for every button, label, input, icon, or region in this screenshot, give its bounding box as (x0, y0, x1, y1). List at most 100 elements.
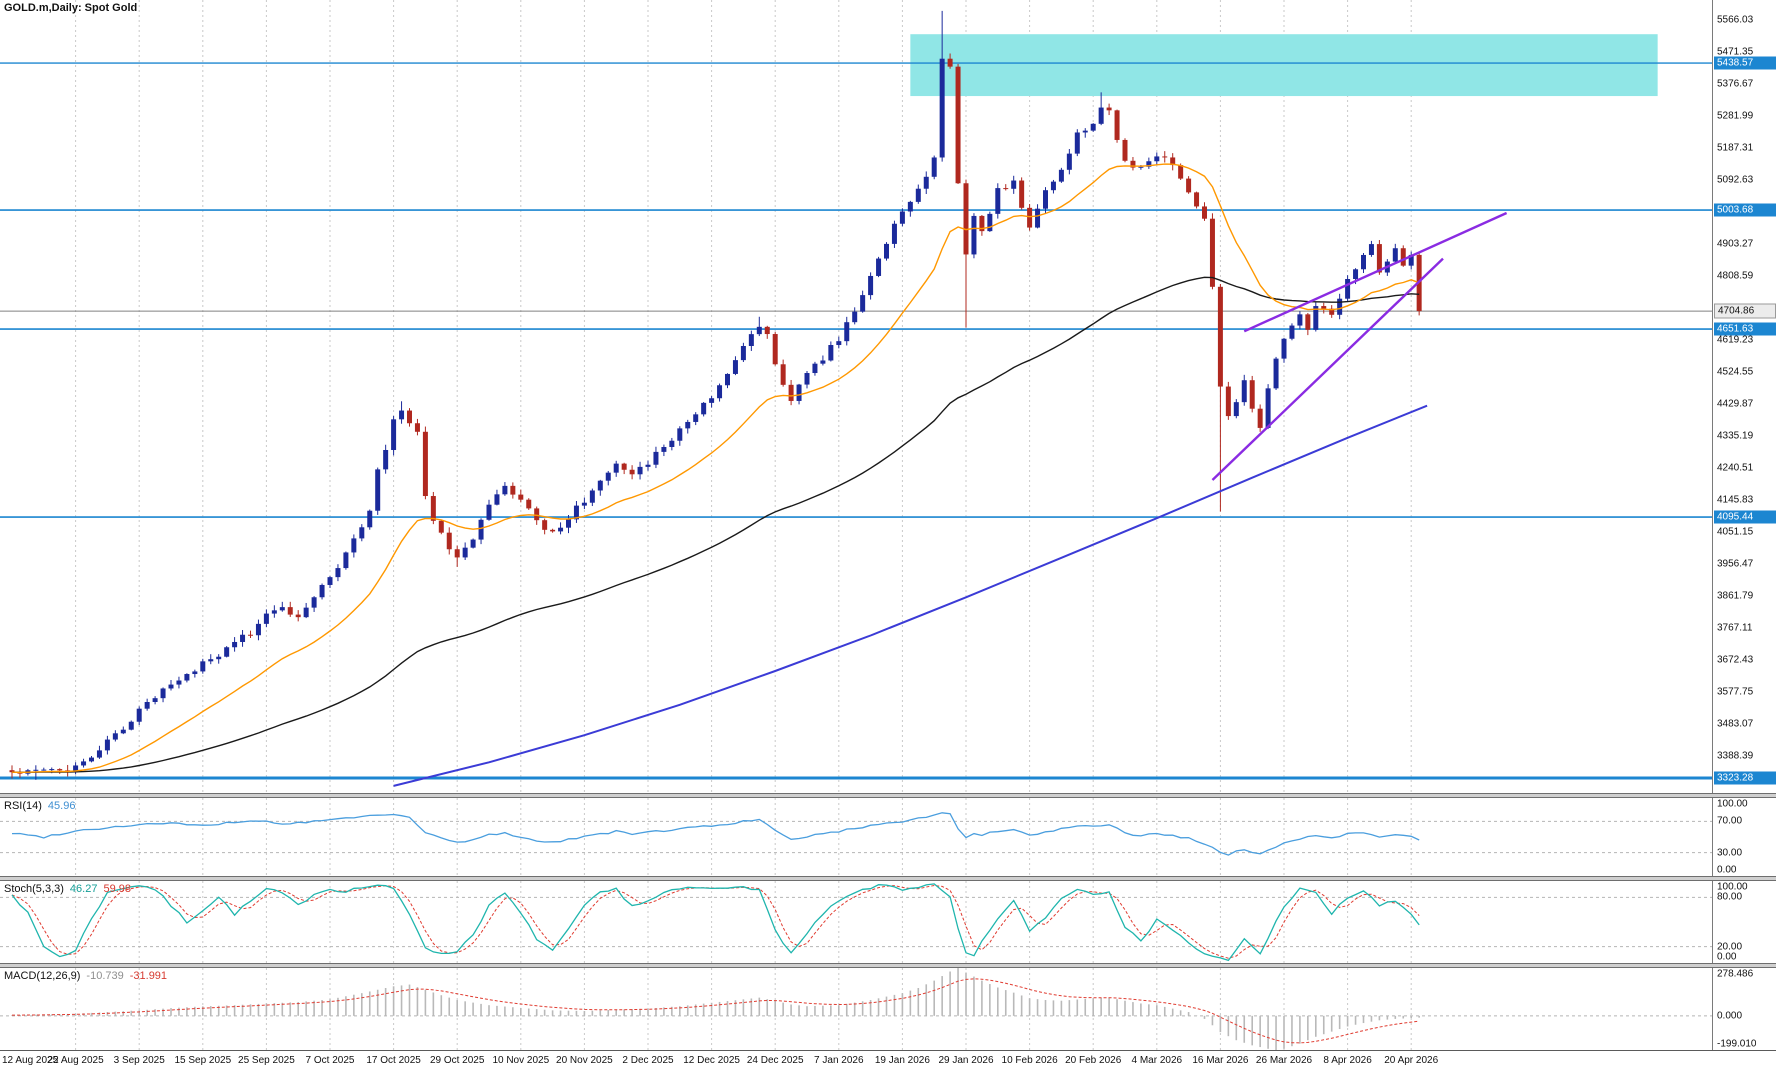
stochastic-signal-value: 59.98 (103, 883, 131, 895)
rsi-canvas[interactable] (0, 798, 1712, 876)
indicator-tick-label: 100.00 (1717, 798, 1748, 810)
price-tick-label: 3956.47 (1717, 558, 1754, 570)
price-level-badge: 5003.68 (1714, 203, 1776, 217)
stochastic-canvas[interactable] (0, 881, 1712, 963)
candles-group (9, 10, 1422, 780)
indicator-tick-label: 0.00 (1717, 951, 1737, 963)
stochastic-label: Stoch(5,3,3) 46.27 59.98 (4, 883, 131, 895)
price-tick-label: 4524.55 (1717, 366, 1754, 378)
current-price-badge: 4704.86 (1714, 303, 1776, 319)
price-tick-label: 4903.27 (1717, 238, 1754, 250)
price-tick-label: 3483.07 (1717, 718, 1754, 730)
resistance-zone-rectangle[interactable] (910, 34, 1658, 97)
macd-canvas[interactable] (0, 968, 1712, 1050)
rsi-line (11, 812, 1420, 856)
stochastic-axis: 100.00 80.00 20.00 0.00 (1712, 881, 1776, 963)
price-tick-label: 4429.87 (1717, 398, 1754, 410)
price-chart-canvas[interactable] (0, 0, 1712, 793)
date-label: 10 Nov 2025 (492, 1055, 550, 1066)
price-tick-label: 5376.67 (1717, 78, 1754, 90)
macd-histogram (11, 968, 1420, 1050)
date-label: 15 Sep 2025 (174, 1055, 232, 1066)
indicator-tick-label: 70.00 (1717, 815, 1743, 827)
price-tick-label: 5187.31 (1717, 142, 1754, 154)
date-label: 26 Mar 2026 (1255, 1055, 1313, 1066)
price-tick-label: 5092.63 (1717, 174, 1754, 186)
date-label: 22 Aug 2025 (47, 1055, 104, 1066)
indicator-tick-label: 278.486 (1717, 968, 1754, 980)
gridlines (75, 0, 1412, 793)
price-tick-label: 3861.79 (1717, 590, 1754, 602)
price-tick-label: 4145.83 (1717, 494, 1754, 506)
date-axis[interactable]: 12 Aug 2025 22 Aug 2025 3 Sep 2025 15 Sep 2… (0, 1050, 1776, 1074)
macd-signal-value: -31.991 (129, 970, 168, 982)
price-level-badge: 4095.44 (1714, 510, 1776, 524)
indicator-tick-label: 30.00 (1717, 847, 1743, 859)
price-tick-label: 4808.59 (1717, 270, 1754, 282)
stochastic-panel: 100.00 80.00 20.00 0.00 Stoch(5,3,3) 46.27 59… (0, 881, 1776, 963)
date-label: 7 Oct 2025 (305, 1055, 355, 1066)
date-label: 3 Sep 2025 (113, 1055, 165, 1066)
date-label: 29 Oct 2025 (429, 1055, 485, 1066)
long-ma-line (393, 404, 1428, 787)
slow-ma-line (11, 276, 1420, 774)
price-tick-label: 3767.11 (1717, 622, 1753, 634)
date-label: 29 Jan 2026 (938, 1055, 994, 1066)
macd-label: MACD(12,26,9) -10.739 -31.991 (4, 970, 167, 982)
stochastic-main-value: 46.27 (69, 883, 98, 895)
rsi-value: 45.96 (47, 800, 76, 812)
rsi-name: RSI(14) (4, 800, 42, 812)
price-tick-label: 5471.35 (1717, 46, 1754, 58)
panel-separator[interactable] (0, 793, 1776, 798)
date-label: 20 Nov 2025 (556, 1055, 613, 1066)
price-tick-label: 4619.23 (1717, 334, 1754, 346)
price-tick-label: 5566.03 (1717, 14, 1754, 26)
date-label: 16 Mar 2026 (1192, 1055, 1249, 1066)
panel-separator[interactable] (0, 876, 1776, 881)
price-level-badge: 3323.28 (1714, 771, 1776, 785)
date-label: 17 Oct 2025 (366, 1055, 421, 1066)
date-label: 4 Mar 2026 (1131, 1055, 1183, 1066)
price-tick-label: 4051.15 (1717, 526, 1754, 538)
price-level-badge: 4651.63 (1714, 322, 1776, 336)
stochastic-main-line (11, 883, 1420, 962)
rsi-label: RSI(14) 45.96 (4, 800, 75, 812)
macd-name: MACD(12,26,9) (4, 970, 81, 982)
price-level-badge: 5438.57 (1714, 56, 1776, 70)
date-label: 25 Sep 2025 (238, 1055, 295, 1066)
price-tick-label: 3577.75 (1717, 686, 1754, 698)
indicator-tick-label: 20.00 (1717, 941, 1743, 953)
price-axis[interactable]: 5566.03 5471.35 5376.67 5281.99 5187.31 5092.… (1712, 0, 1776, 793)
price-tick-label: 4240.51 (1717, 462, 1754, 474)
date-label: 12 Dec 2025 (683, 1055, 740, 1066)
macd-axis: 278.486 0.000 -199.010 (1712, 968, 1776, 1050)
panel-separator[interactable] (0, 963, 1776, 968)
trendlines-group[interactable] (1211, 211, 1508, 481)
chart-symbol-label: GOLD.m,Daily: Spot Gold (4, 2, 138, 14)
date-label: 24 Dec 2025 (746, 1055, 804, 1066)
indicator-tick-label: 0.00 (1717, 864, 1737, 876)
stochastic-signal-line (11, 884, 1420, 959)
macd-signal-line (12, 978, 1420, 1044)
date-label: 20 Feb 2026 (1065, 1055, 1122, 1066)
rsi-axis: 100.00 70.00 30.00 0.00 (1712, 798, 1776, 876)
macd-main-value: -10.739 (86, 970, 124, 982)
indicator-tick-label: 100.00 (1717, 881, 1748, 893)
date-label: 10 Feb 2026 (1001, 1055, 1058, 1066)
date-label: 20 Apr 2026 (1384, 1055, 1439, 1066)
price-chart-panel: 5566.03 5471.35 5376.67 5281.99 5187.31 5092.… (0, 0, 1776, 793)
price-tick-label: 4335.19 (1717, 430, 1754, 442)
fast-ma-line (11, 163, 1420, 774)
macd-panel: 278.486 0.000 -199.010 MACD(12,26,9) -10.73… (0, 968, 1776, 1050)
rsi-panel: 100.00 70.00 30.00 0.00 RSI(14) 45.96 (0, 798, 1776, 876)
date-label: 8 Apr 2026 (1323, 1055, 1372, 1066)
date-label: 7 Jan 2026 (814, 1055, 864, 1066)
indicator-tick-label: 80.00 (1717, 891, 1743, 903)
date-label: 19 Jan 2026 (874, 1055, 930, 1066)
indicator-tick-label: -199.010 (1717, 1038, 1757, 1050)
price-tick-label: 3388.39 (1717, 750, 1754, 762)
indicator-tick-label: 0.000 (1717, 1010, 1743, 1022)
price-tick-label: 5281.99 (1717, 110, 1754, 122)
horizontal-level-lines[interactable] (0, 62, 1712, 780)
